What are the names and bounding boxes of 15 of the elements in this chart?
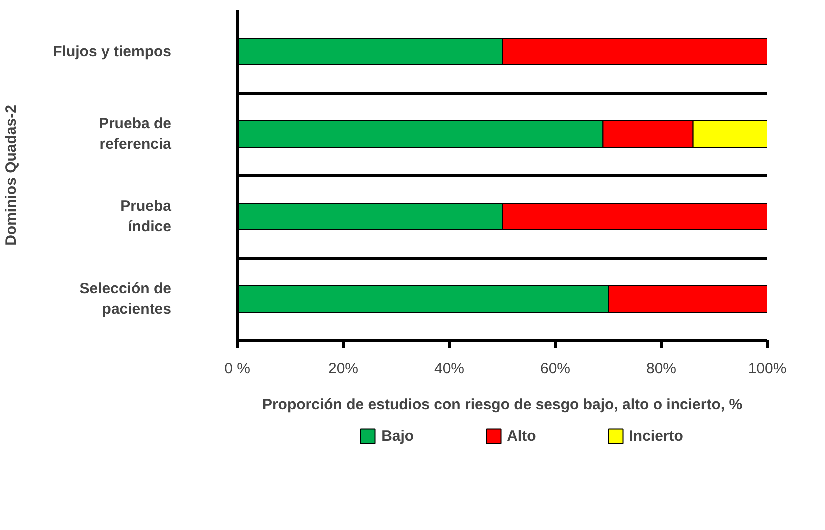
x-tick-label: 60% xyxy=(540,360,571,378)
x-tick-label: 0 % xyxy=(224,360,250,378)
y-tick-label: Flujos y tiempos xyxy=(53,43,172,60)
x-axis-title: Proporción de estudios con riesgo de sesgo bajo, alto o incierto, % xyxy=(262,396,743,414)
x-tick-label: 40% xyxy=(434,360,465,378)
x-tick-label: 20% xyxy=(328,360,359,378)
y-tick-label: Prueba de referencia xyxy=(98,116,172,153)
y-tick-label: Selección de pacientes xyxy=(80,280,172,318)
legend-label: Alto xyxy=(507,428,536,444)
y-tick-label: Prueba índice xyxy=(120,198,172,236)
legend-label: Bajo xyxy=(382,428,414,444)
x-tick-label: 80% xyxy=(646,360,677,378)
x-tick-label: 100% xyxy=(748,360,787,378)
y-axis-title: Dominios Quadas-2 xyxy=(3,105,20,246)
legend-label: Incierto xyxy=(629,428,684,444)
